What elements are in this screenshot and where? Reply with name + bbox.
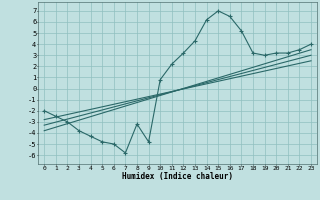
X-axis label: Humidex (Indice chaleur): Humidex (Indice chaleur) bbox=[122, 172, 233, 181]
